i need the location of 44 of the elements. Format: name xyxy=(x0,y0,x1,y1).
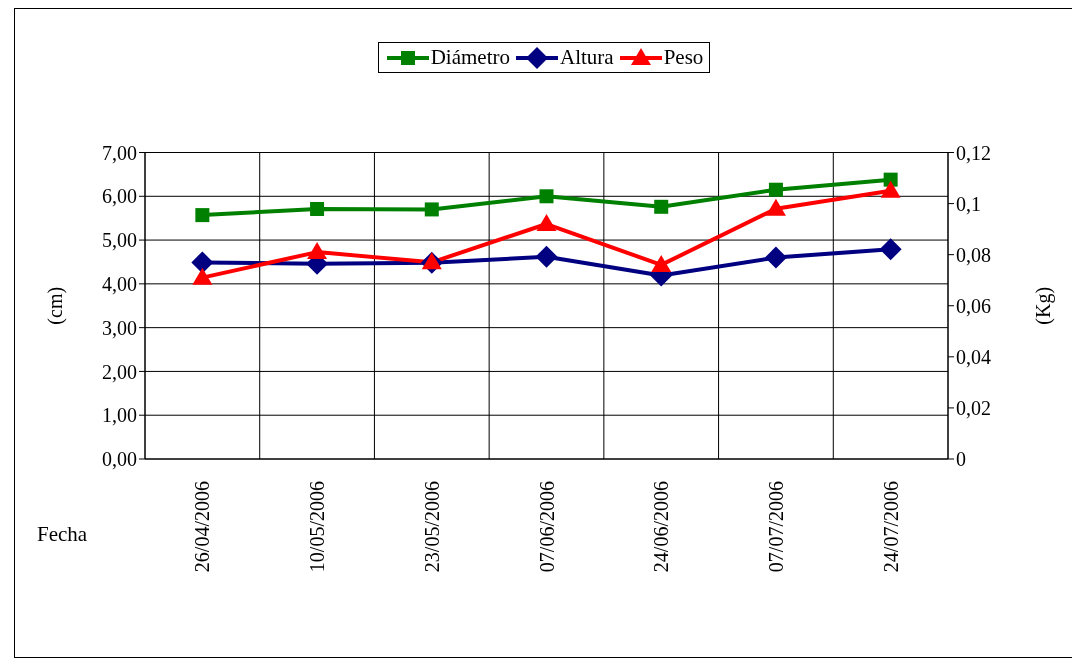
point xyxy=(654,199,669,214)
x-tick-label: 10/05/2006 xyxy=(306,481,329,573)
y2-tick-label: 0,04 xyxy=(956,345,991,368)
point xyxy=(307,242,328,260)
x-tick-label: 07/07/2006 xyxy=(764,481,787,573)
point xyxy=(192,267,213,285)
point xyxy=(764,246,787,269)
point xyxy=(535,245,558,268)
point xyxy=(195,208,210,223)
y2-tick-label: 0,08 xyxy=(956,243,991,266)
legend-label: Diámetro xyxy=(430,45,510,70)
y2-tick-label: 0 xyxy=(956,448,966,471)
y-tick-label: 6,00 xyxy=(102,185,137,208)
point xyxy=(310,201,325,216)
x-tick-label: 24/06/2006 xyxy=(650,481,673,573)
y2-tick-label: 0,12 xyxy=(956,141,991,164)
legend-label: Peso xyxy=(663,45,704,70)
y-tick-label: 2,00 xyxy=(102,360,137,383)
y-tick-label: 4,00 xyxy=(102,272,137,295)
point xyxy=(768,182,783,197)
y-tick-label: 7,00 xyxy=(102,141,137,164)
x-axis-title: Fecha xyxy=(37,522,88,547)
point xyxy=(424,202,439,217)
y2-axis-title: (Kg) xyxy=(1032,286,1056,325)
point xyxy=(879,238,902,261)
point xyxy=(539,189,554,204)
x-tick-label: 23/05/2006 xyxy=(420,481,443,573)
point xyxy=(651,254,672,272)
x-tick-label: 24/07/2006 xyxy=(879,481,902,573)
x-tick-label: 07/06/2006 xyxy=(535,481,558,573)
y-tick-label: 5,00 xyxy=(102,229,137,252)
y-tick-label: 3,00 xyxy=(102,316,137,339)
point xyxy=(765,198,786,216)
point xyxy=(191,251,214,274)
x-tick-label: 26/04/2006 xyxy=(191,481,214,573)
point xyxy=(536,214,557,232)
y-tick-label: 1,00 xyxy=(102,404,137,427)
y-tick-label: 0,00 xyxy=(102,448,137,471)
point xyxy=(880,180,901,198)
legend-label: Altura xyxy=(559,45,614,70)
y2-tick-label: 0,1 xyxy=(956,192,981,215)
y2-tick-label: 0,06 xyxy=(956,294,991,317)
y-axis-title: (cm) xyxy=(44,286,68,325)
y2-tick-label: 0,02 xyxy=(956,397,991,420)
